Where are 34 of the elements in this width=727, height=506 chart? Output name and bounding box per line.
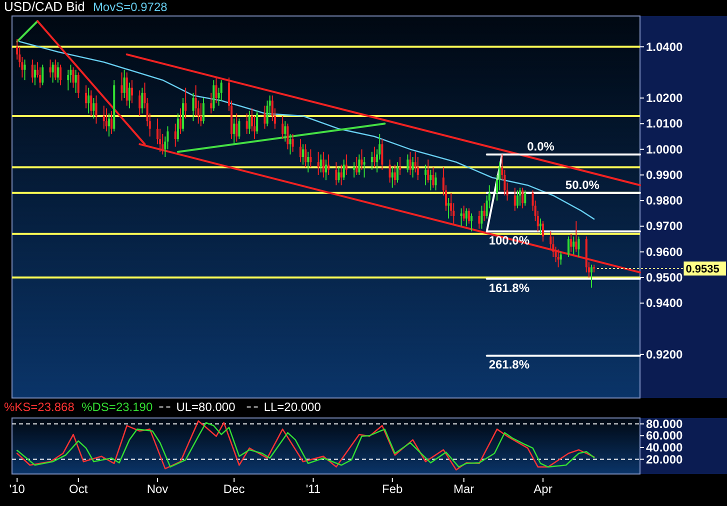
series-label: 161.8% (488, 280, 530, 295)
x-tick-label: Oct (69, 482, 88, 496)
x-tick-label: Feb (382, 482, 404, 496)
y-tick-label: 80.000 (646, 416, 684, 431)
x-tick-label: '10 (9, 482, 26, 496)
x-tick-label: Apr (534, 482, 552, 496)
y-tick-label: 0.9800 (646, 194, 684, 208)
annotation: 0.9535 (686, 264, 720, 276)
x-tick-label: Mar (454, 482, 474, 496)
x-tick-label: Nov (146, 482, 168, 496)
x-tick-label: Dec (223, 482, 245, 496)
series-label: 50.0% (565, 178, 600, 192)
y-tick-label: 20.000 (646, 452, 684, 466)
y-tick-label: 1.0200 (646, 91, 684, 106)
y-tick-label: 0.9400 (646, 296, 684, 310)
legend-label: LL=20.000 (264, 400, 322, 414)
series-label: 261.8% (488, 358, 530, 372)
chart-title: USD/CAD Bid (4, 0, 85, 14)
text: MovS=0.9728 (92, 0, 168, 14)
series-label: 0.0% (527, 139, 555, 154)
series-label: %DS=23.190 (82, 400, 153, 414)
legend-label: UL=80.000 (176, 400, 236, 414)
x-tick-label: '11 (306, 482, 321, 496)
y-tick-label: 0.9900 (646, 168, 684, 182)
y-tick-label: 60.000 (646, 428, 684, 443)
y-tick-label: 0.9700 (646, 219, 684, 234)
y-tick-label: 0.9500 (646, 270, 684, 285)
y-tick-label: 1.0400 (646, 40, 684, 54)
y-tick-label: 0.9600 (646, 244, 684, 259)
y-tick-label: 0.9200 (646, 347, 684, 362)
y-tick-label: 40.000 (646, 440, 684, 454)
y-tick-label: 1.0100 (646, 116, 684, 131)
y-tick-label: 1.0000 (646, 142, 684, 156)
series-label: %KS=23.868 (4, 400, 75, 414)
